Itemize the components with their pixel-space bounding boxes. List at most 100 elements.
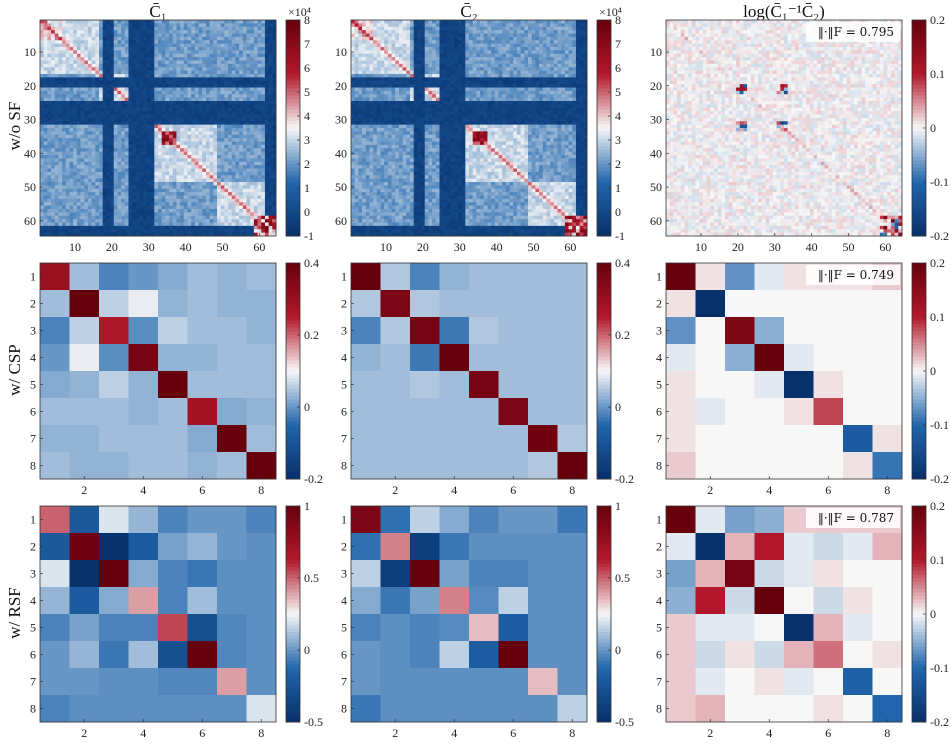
- heatmap-cell: [250, 101, 255, 105]
- heatmap-cell: [65, 134, 70, 139]
- heatmap-cell: [257, 182, 262, 186]
- heatmap-cell: [40, 20, 45, 24]
- heatmap-cell: [209, 74, 214, 78]
- heatmap-cell: [150, 232, 155, 237]
- heatmap-cell: [272, 80, 277, 85]
- heatmap-cell: [272, 141, 277, 146]
- heatmap-cell: [87, 192, 93, 196]
- heatmap-cell: [272, 128, 277, 132]
- heatmap-cell: [272, 33, 277, 38]
- heatmap-cell: [253, 128, 258, 132]
- heatmap-cell: [205, 141, 211, 146]
- heatmap-cell: [253, 225, 258, 230]
- heatmap-cell: [176, 212, 181, 217]
- heatmap-cell: [62, 128, 67, 132]
- heatmap-cell: [80, 175, 85, 180]
- heatmap-cell: [183, 114, 188, 119]
- heatmap-cell: [69, 229, 74, 234]
- heatmap-cell: [161, 23, 166, 28]
- heatmap-cell: [413, 26, 418, 31]
- heatmap-cell: [47, 70, 52, 75]
- heatmap-cell: [143, 215, 148, 220]
- colorbar-tick-label: 3: [304, 133, 310, 147]
- y-tick-label: 10: [24, 45, 36, 59]
- heatmap-cell: [202, 94, 207, 99]
- heatmap-cell: [76, 111, 81, 115]
- heatmap-cell: [524, 40, 529, 45]
- colorbar-segment: [286, 232, 300, 237]
- heatmap-cell: [257, 40, 262, 45]
- heatmap-cell: [268, 47, 273, 51]
- heatmap-cell: [154, 205, 159, 210]
- heatmap-cell: [180, 128, 185, 132]
- heatmap-cell: [146, 205, 152, 210]
- y-tick-label: 30: [24, 113, 36, 127]
- heatmap-cell: [146, 36, 152, 41]
- heatmap-cell: [209, 60, 214, 65]
- heatmap-cell: [528, 26, 533, 31]
- heatmap-cell: [454, 36, 459, 41]
- heatmap-cell: [165, 74, 170, 78]
- heatmap-cell: [99, 20, 104, 24]
- heatmap-cell: [87, 80, 93, 85]
- heatmap-cell: [235, 178, 240, 183]
- colorbar-segment: [286, 45, 300, 50]
- heatmap-cell: [435, 33, 440, 38]
- heatmap-cell: [557, 40, 562, 45]
- heatmap-cell: [161, 70, 166, 75]
- heatmap-cell: [457, 20, 463, 24]
- heatmap-cell: [54, 141, 59, 146]
- heatmap-cell: [80, 205, 85, 210]
- heatmap-cell: [121, 43, 126, 48]
- heatmap-cell: [161, 232, 166, 237]
- heatmap-cell: [513, 36, 518, 41]
- heatmap-cell: [365, 43, 370, 48]
- heatmap-cell: [454, 53, 459, 58]
- heatmap-cell: [272, 229, 277, 234]
- heatmap-cell: [117, 60, 122, 65]
- heatmap-cell: [95, 188, 100, 193]
- heatmap-cell: [135, 101, 140, 105]
- heatmap-cell: [224, 202, 229, 207]
- heatmap-cell: [446, 57, 451, 61]
- heatmap-cell: [106, 97, 111, 102]
- heatmap-cell: [110, 23, 115, 28]
- heatmap-cell: [73, 60, 78, 65]
- heatmap-cell: [410, 57, 415, 61]
- heatmap-cell: [54, 232, 59, 237]
- heatmap-cell: [84, 117, 89, 122]
- heatmap-cell: [65, 67, 70, 72]
- heatmap-cell: [365, 26, 370, 31]
- heatmap-cell: [235, 30, 240, 34]
- heatmap-cell: [43, 192, 48, 196]
- heatmap-cell: [483, 47, 488, 51]
- heatmap-cell: [135, 47, 140, 51]
- heatmap-cell: [272, 158, 277, 163]
- heatmap-cell: [47, 128, 52, 132]
- heatmap-cell: [264, 90, 270, 95]
- heatmap-cell: [150, 101, 155, 105]
- heatmap-cell: [191, 97, 196, 102]
- heatmap-cell: [58, 67, 63, 72]
- heatmap-cell: [198, 134, 203, 139]
- heatmap-cell: [454, 40, 459, 45]
- heatmap-cell: [69, 202, 74, 207]
- heatmap-cell: [205, 158, 211, 163]
- heatmap-cell: [365, 57, 370, 61]
- heatmap-cell: [73, 121, 78, 126]
- heatmap-cell: [87, 117, 93, 122]
- heatmap-cell: [228, 33, 233, 38]
- heatmap-cell: [117, 165, 122, 169]
- heatmap-cell: [43, 33, 48, 38]
- heatmap-cell: [128, 192, 133, 196]
- heatmap-cell: [106, 107, 111, 112]
- heatmap-cell: [391, 40, 396, 45]
- heatmap-cell: [102, 168, 107, 173]
- heatmap-cell: [469, 26, 474, 31]
- heatmap-cell: [172, 70, 177, 75]
- heatmap-cell: [424, 53, 429, 58]
- heatmap-cell: [172, 229, 177, 234]
- heatmap-cell: [146, 168, 152, 173]
- heatmap-cell: [220, 225, 225, 230]
- heatmap-cell: [228, 232, 233, 237]
